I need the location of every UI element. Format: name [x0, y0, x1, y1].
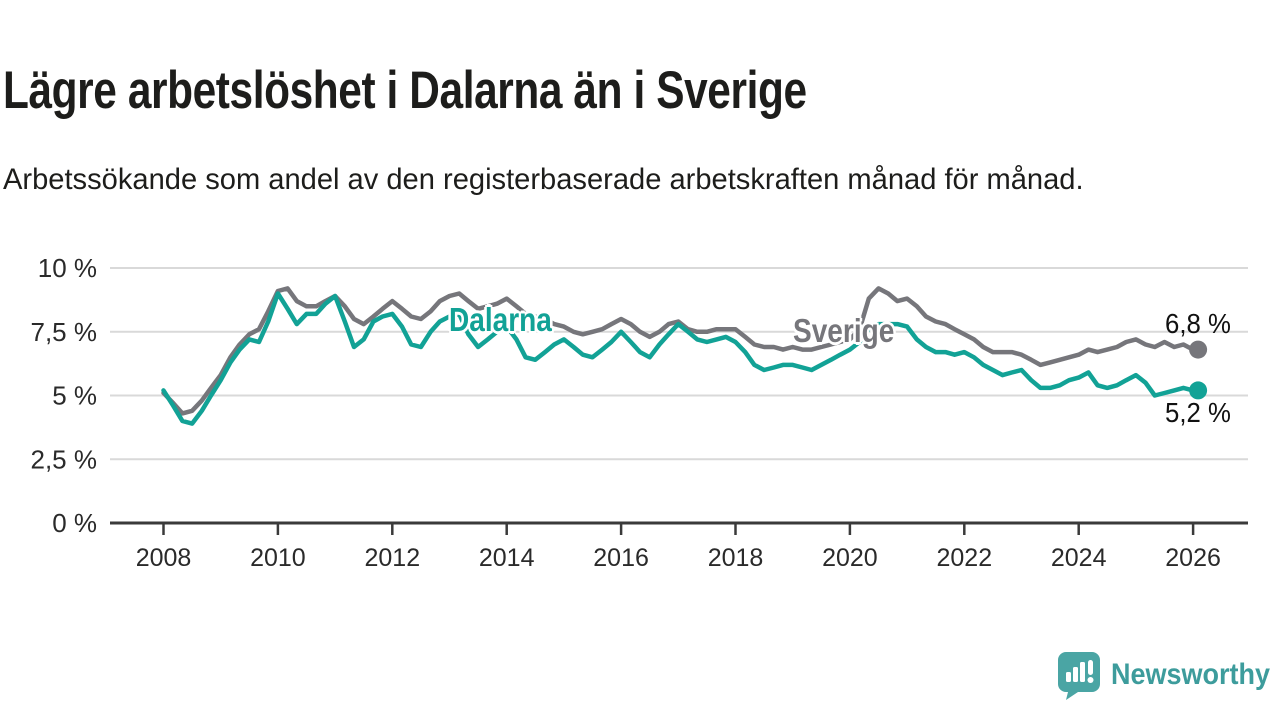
series-line-dalarna [161, 291, 1196, 426]
y-tick-label: 2,5 % [31, 444, 98, 474]
x-tick-label: 2010 [250, 544, 306, 572]
x-tick-label: 2022 [936, 544, 992, 572]
y-tick-label: 10 % [38, 253, 97, 283]
chart-title: Lägre arbetslöshet i Dalarna än i Sverig… [3, 60, 807, 120]
x-tick-label: 2014 [479, 544, 535, 572]
x-tick-label: 2026 [1165, 544, 1221, 572]
x-tick-label: 2020 [822, 544, 878, 572]
x-tick-label: 2012 [364, 544, 420, 572]
newsworthy-branding[interactable]: Newsworthy [1056, 650, 1280, 700]
x-tick-label: 2018 [708, 544, 764, 572]
x-tick-label: 2016 [593, 544, 649, 572]
end-value-label-sverige: 6,8 % [1165, 308, 1231, 339]
series-end-dot-dalarna [1189, 381, 1208, 400]
series-label-dalarna: Dalarna [449, 301, 552, 338]
chart-subtitle: Arbetssökande som andel av den registerb… [3, 163, 1084, 196]
newsworthy-wordmark: Newsworthy [1111, 658, 1271, 691]
x-tick-label: 2008 [136, 544, 192, 572]
end-value-label-dalarna: 5,2 % [1165, 397, 1231, 428]
y-tick-label: 0 % [52, 508, 97, 538]
newsworthy-logo-icon [1058, 652, 1100, 700]
y-tick-label: 7,5 % [31, 317, 98, 347]
series-label-sverige: Sverige [793, 312, 895, 349]
y-tick-label: 5 % [52, 381, 97, 411]
series-end-dot-sverige [1189, 340, 1208, 359]
x-tick-label: 2024 [1051, 544, 1107, 572]
